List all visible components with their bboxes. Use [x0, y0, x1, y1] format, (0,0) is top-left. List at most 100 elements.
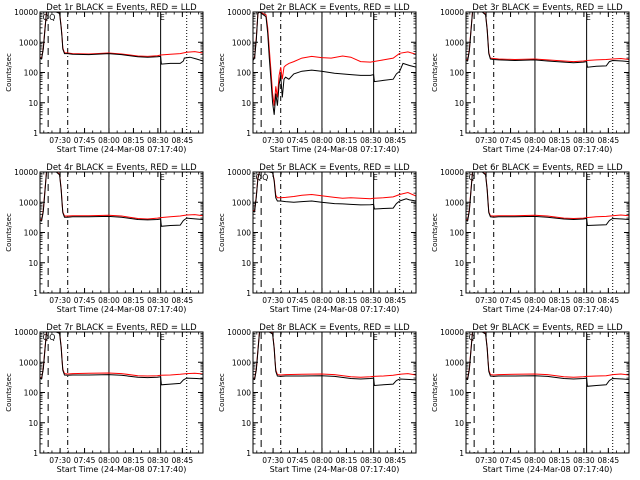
y-tick-label: 10000	[227, 328, 251, 337]
x-tick-label: 07:45	[74, 136, 96, 145]
x-tick-label: 07:30	[49, 136, 71, 145]
corner-label: E	[586, 13, 591, 22]
y-tick-label: 100	[450, 389, 465, 398]
series-line-lld	[466, 12, 629, 63]
chart-title: Det 6r BLACK = Events, RED = LLD	[472, 163, 623, 173]
x-tick-label: 07:45	[500, 456, 522, 465]
x-tick-label: 08:15	[336, 456, 358, 465]
chart-title: Det 5r BLACK = Events, RED = LLD	[259, 163, 410, 173]
x-tick-label: 07:45	[500, 296, 522, 305]
x-tick-label: 08:00	[98, 296, 120, 305]
x-tick-label: 08:00	[311, 456, 333, 465]
y-tick-label: 1000	[19, 198, 38, 207]
y-tick-label: 1	[246, 129, 251, 138]
corner-label: E	[373, 173, 378, 182]
x-tick-label: 08:30	[573, 456, 595, 465]
x-tick-label: 08:15	[336, 296, 358, 305]
y-axis-label: Counts/sec	[218, 373, 226, 412]
series-line-events	[253, 332, 416, 387]
chart-title: Det 2r BLACK = Events, RED = LLD	[259, 3, 410, 13]
y-tick-label: 100	[237, 69, 252, 78]
x-axis-label: Start Time (24-Mar-08 07:17:40)	[270, 305, 400, 314]
x-tick-label: 07:30	[262, 136, 284, 145]
chart-title: Det 8r BLACK = Events, RED = LLD	[259, 323, 410, 333]
series-line-events	[40, 172, 203, 227]
x-tick-label: 08:00	[524, 296, 546, 305]
x-axis-label: Start Time (24-Mar-08 07:17:40)	[57, 465, 187, 474]
y-axis-label: Counts/sec	[218, 53, 226, 92]
y-axis-label: Counts/sec	[218, 213, 226, 252]
y-tick-label: 100	[24, 69, 39, 78]
y-tick-label: 10000	[440, 168, 464, 177]
series-line-lld	[40, 172, 203, 221]
y-tick-label: 10000	[440, 8, 464, 17]
y-tick-label: 1000	[232, 38, 251, 47]
x-tick-label: 07:30	[475, 456, 497, 465]
x-tick-label: 08:15	[336, 136, 358, 145]
x-tick-label: 07:45	[287, 136, 309, 145]
series-line-events	[253, 172, 416, 213]
y-tick-label: 10	[28, 419, 38, 428]
y-tick-label: 1	[33, 289, 38, 298]
y-tick-label: 100	[24, 389, 39, 398]
x-tick-label: 08:00	[524, 456, 546, 465]
y-axis-label: Counts/sec	[431, 213, 439, 252]
x-tick-label: 08:00	[98, 456, 120, 465]
x-tick-label: 08:45	[598, 296, 620, 305]
y-tick-label: 10	[454, 99, 464, 108]
y-tick-label: 1	[459, 449, 464, 458]
series-line-events	[253, 12, 416, 115]
y-tick-label: 100	[450, 229, 465, 238]
y-tick-label: 10	[454, 419, 464, 428]
chart-title: Det 9r BLACK = Events, RED = LLD	[472, 323, 623, 333]
x-tick-label: 07:30	[49, 456, 71, 465]
y-tick-label: 1000	[445, 38, 464, 47]
x-tick-label: 08:45	[598, 136, 620, 145]
y-tick-label: 10	[28, 99, 38, 108]
x-tick-label: 07:45	[500, 136, 522, 145]
y-axis-label: Counts/sec	[431, 373, 439, 412]
y-tick-label: 1	[246, 449, 251, 458]
x-tick-label: 07:30	[49, 296, 71, 305]
series-line-lld	[40, 332, 203, 379]
x-tick-label: 08:45	[385, 456, 407, 465]
x-tick-label: 08:00	[524, 136, 546, 145]
corner-label: Q	[49, 13, 55, 22]
x-tick-label: 07:45	[74, 296, 96, 305]
chart-title: Det 4r BLACK = Events, RED = LLD	[46, 163, 197, 173]
y-tick-label: 100	[450, 69, 465, 78]
y-tick-label: 100	[237, 229, 252, 238]
x-tick-label: 08:00	[311, 296, 333, 305]
y-tick-label: 10	[28, 259, 38, 268]
y-axis-label: Counts/sec	[5, 373, 13, 412]
y-tick-label: 10	[241, 259, 251, 268]
series-line-events	[466, 12, 629, 68]
x-tick-label: 08:30	[360, 456, 382, 465]
chart-title: Det 7r BLACK = Events, RED = LLD	[46, 323, 197, 333]
x-tick-label: 07:30	[475, 136, 497, 145]
corner-label: E	[160, 173, 165, 182]
y-tick-label: 1000	[445, 358, 464, 367]
corner-label: E	[160, 333, 165, 342]
x-tick-label: 08:45	[385, 296, 407, 305]
y-tick-label: 10000	[227, 168, 251, 177]
y-tick-label: 10	[241, 419, 251, 428]
y-tick-label: 10000	[14, 328, 38, 337]
x-tick-label: 08:00	[98, 136, 120, 145]
x-axis-label: Start Time (24-Mar-08 07:17:40)	[270, 465, 400, 474]
series-line-events	[466, 172, 629, 227]
corner-label: E	[373, 333, 378, 342]
x-axis-label: Start Time (24-Mar-08 07:17:40)	[483, 145, 613, 154]
series-line-events	[40, 332, 203, 386]
y-tick-label: 10000	[227, 8, 251, 17]
corner-label: E	[373, 13, 378, 22]
y-tick-label: 10000	[440, 328, 464, 337]
x-tick-label: 08:15	[123, 296, 145, 305]
series-line-lld	[466, 172, 629, 221]
x-tick-label: 07:30	[475, 296, 497, 305]
